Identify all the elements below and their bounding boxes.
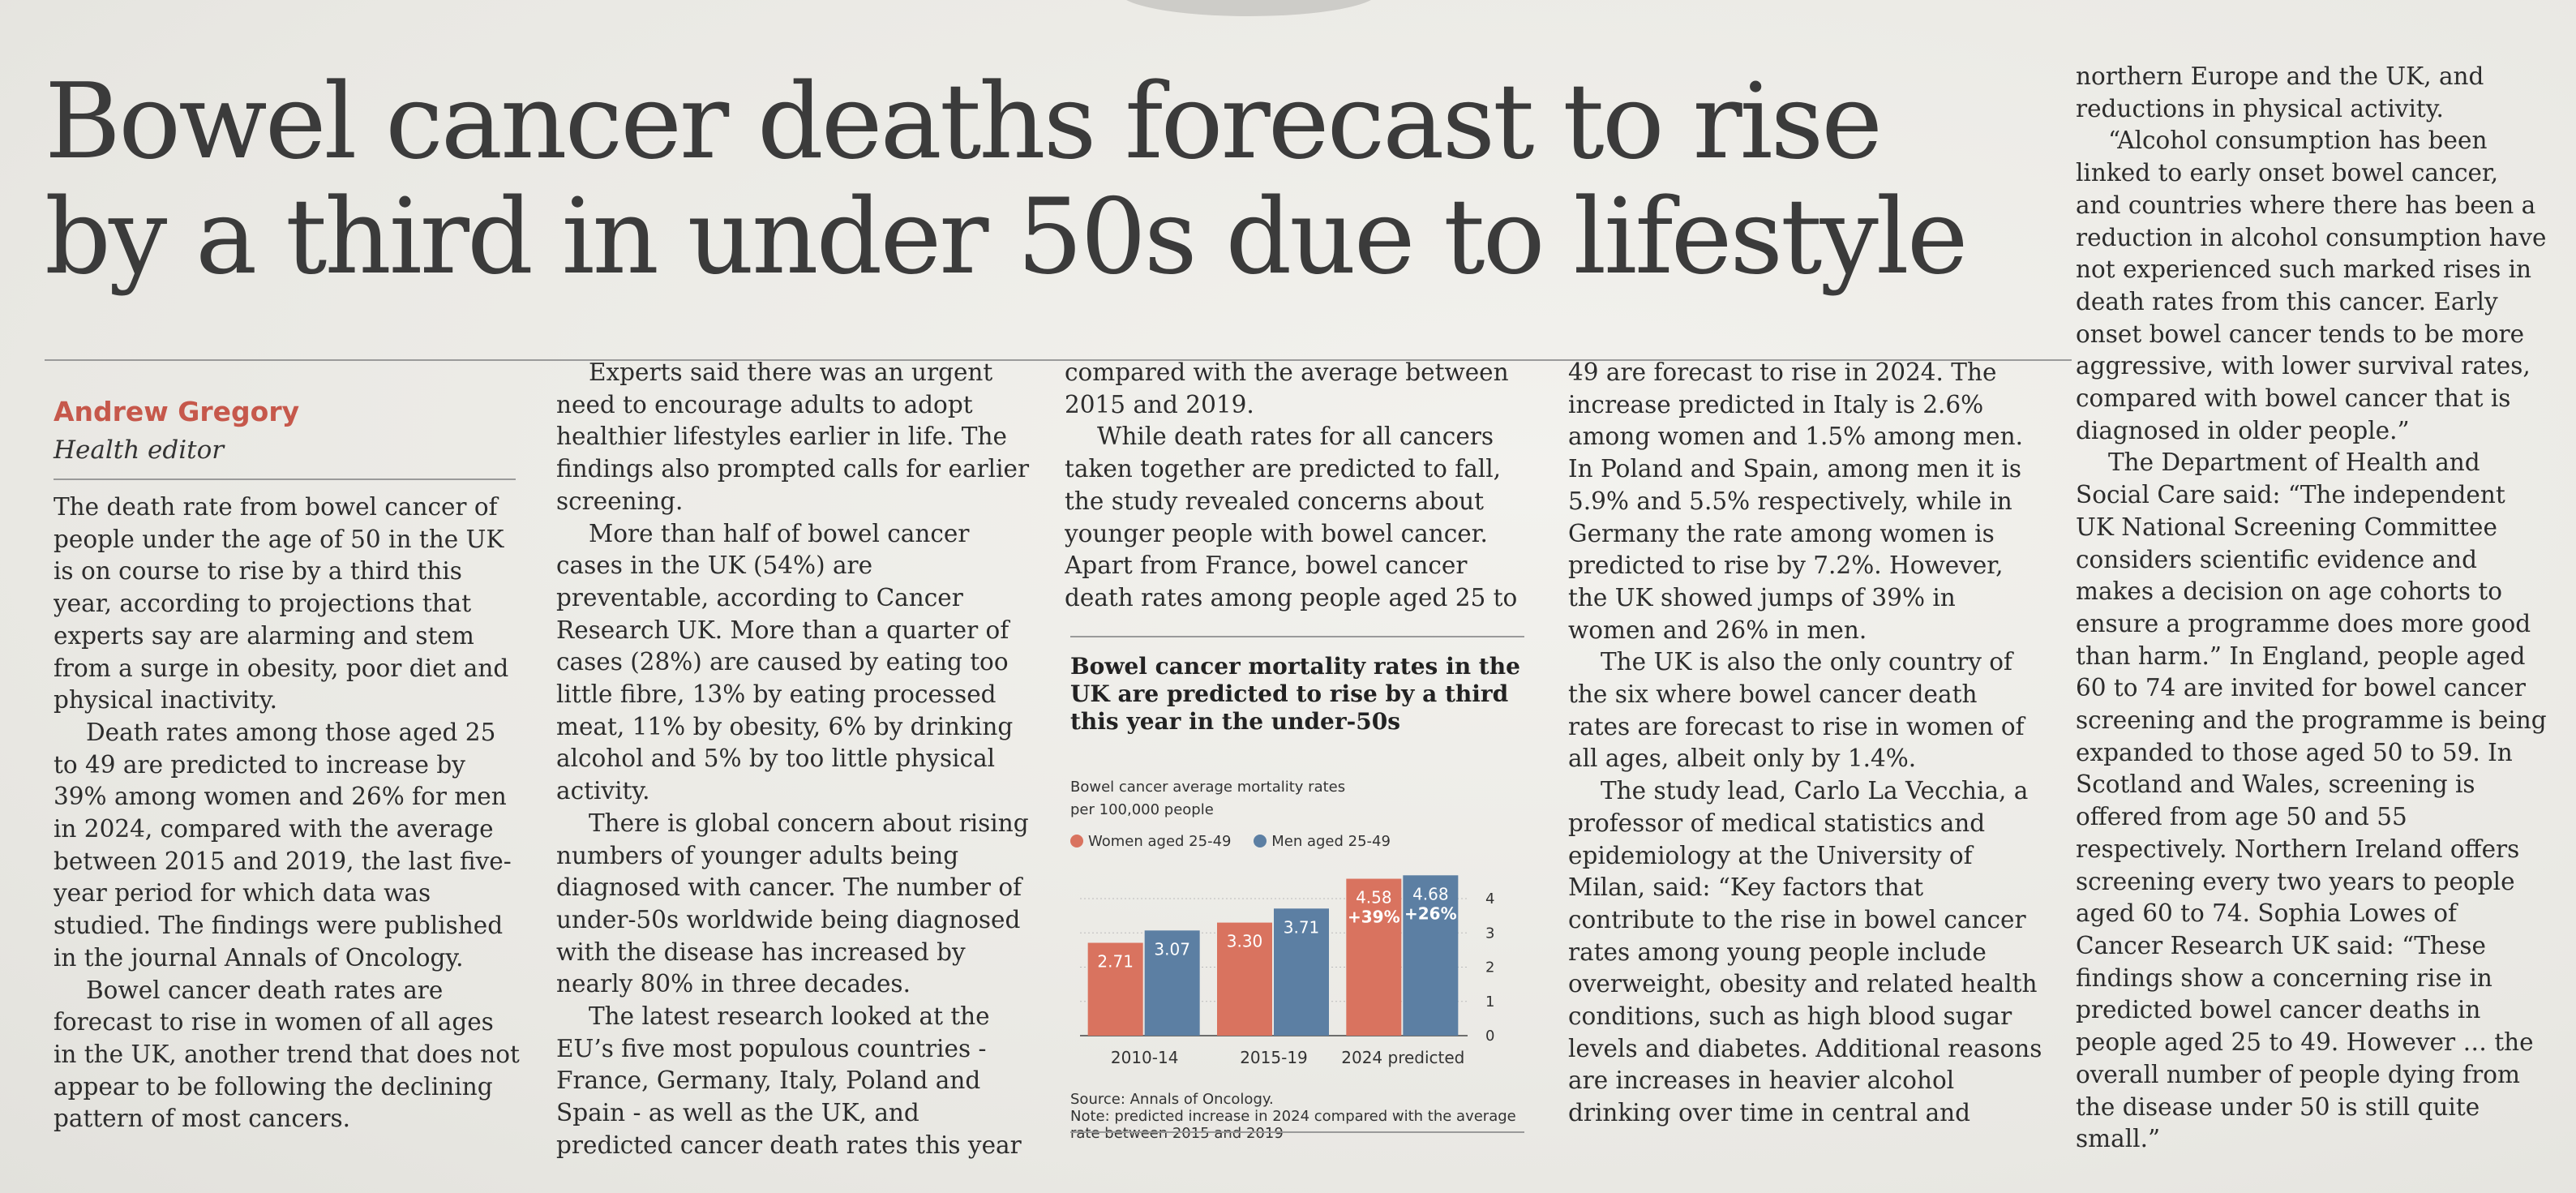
bar-value-label: 3.07	[1154, 939, 1190, 959]
chart-source-text: Source: Annals of Oncology.	[1070, 1091, 1274, 1108]
legend-label-men: Men aged 25-49	[1271, 833, 1391, 850]
bar-chart: 012342.713.072010-143.303.712015-194.58+…	[1080, 875, 1494, 1067]
headline-rule	[45, 359, 2072, 361]
y-tick-label: 1	[1485, 993, 1494, 1011]
bar-value-label: 4.58	[1356, 888, 1392, 908]
bar-value-label: 2.71	[1097, 952, 1134, 972]
bar	[1274, 908, 1329, 1036]
paragraph: There is global concern about rising num…	[556, 809, 1029, 998]
x-tick-label: 2010-14	[1111, 1048, 1179, 1067]
chart-bottom-rule	[1070, 1131, 1524, 1133]
y-tick-label: 4	[1485, 890, 1494, 908]
chart-legend: Women aged 25-49 Men aged 25-49	[1070, 833, 1524, 850]
bar-change-label: +39%	[1348, 908, 1400, 927]
bar-value-label: 3.30	[1227, 932, 1263, 951]
bar	[1346, 878, 1402, 1036]
x-tick-label: 2024 predicted	[1341, 1048, 1464, 1067]
chart-top-rule	[1070, 636, 1524, 637]
paragraph: “Alcohol consumption has been linked to …	[2076, 127, 2547, 444]
paragraph: The death rate from bowel cancer of peop…	[54, 493, 509, 715]
paragraph: The latest research looked at the EU’s f…	[556, 1002, 1022, 1159]
bar-value-label: 4.68	[1412, 884, 1449, 903]
bar	[1144, 930, 1200, 1036]
paragraph: More than half of bowel cancer cases in …	[556, 519, 1014, 805]
article-column-1: The death rate from bowel cancer of peop…	[54, 491, 520, 1165]
headline-line-1: Bowel cancer deaths forecast to rise	[45, 62, 1883, 182]
byline: Andrew Gregory Health editor	[54, 396, 299, 465]
chart-panel: Bowel cancer mortality rates in the UK a…	[1070, 653, 1524, 1142]
author-name: Andrew Gregory	[54, 396, 300, 427]
headline-line-2: by a third in under 50s due to lifestyle	[45, 177, 1968, 298]
paragraph: compared with the average between 2015 a…	[1065, 358, 1509, 418]
author-role: Health editor	[54, 436, 225, 465]
legend-swatch-men	[1254, 835, 1267, 848]
chart-subtitle-line-1: Bowel cancer average mortality rates	[1070, 779, 1346, 796]
y-tick-label: 3	[1485, 925, 1494, 942]
y-tick-label: 0	[1485, 1028, 1494, 1045]
paragraph: While death rates for all cancers taken …	[1065, 423, 1518, 612]
chart-subtitle: Bowel cancer average mortality rates per…	[1070, 776, 1524, 822]
legend-item-men: Men aged 25-49	[1254, 833, 1391, 850]
cutout-shadow	[1119, 0, 1378, 16]
chart-subtitle-line-2: per 100,000 people	[1070, 801, 1214, 818]
y-tick-label: 2	[1485, 959, 1494, 976]
paragraph: 49 are forecast to rise in 2024. The inc…	[1568, 358, 2023, 644]
paragraph: Experts said there was an urgent need to…	[556, 358, 1030, 515]
article-column-4: 49 are forecast to rise in 2024. The inc…	[1568, 357, 2042, 1168]
legend-swatch-women	[1070, 835, 1083, 848]
chart-title: Bowel cancer mortality rates in the UK a…	[1070, 653, 1520, 735]
headline: Bowel cancer deaths forecast to rise by …	[45, 65, 2055, 295]
bar	[1403, 875, 1459, 1036]
paragraph: Death rates among those aged 25 to 49 ar…	[54, 718, 512, 972]
paragraph: The Department of Health and Social Care…	[2076, 448, 2547, 1153]
paragraph: The UK is also the only country of the s…	[1568, 648, 2025, 773]
paragraph: The study lead, Carlo La Vecchia, a prof…	[1568, 777, 2042, 1127]
article-column-5: northern Europe and the UK, and reductio…	[2076, 61, 2550, 1168]
legend-label-women: Women aged 25-49	[1088, 833, 1232, 850]
bar	[1217, 922, 1272, 1036]
article-column-3: compared with the average between 2015 a…	[1065, 357, 1535, 620]
paragraph: northern Europe and the UK, and reductio…	[2076, 62, 2484, 122]
chart-source: Source: Annals of Oncology. Note: predic…	[1070, 1091, 1524, 1142]
legend-item-women: Women aged 25-49	[1070, 833, 1231, 850]
paragraph: Bowel cancer death rates are forecast to…	[54, 976, 520, 1133]
bar-change-label: +26%	[1404, 903, 1457, 923]
byline-rule	[54, 478, 516, 480]
x-tick-label: 2015-19	[1240, 1048, 1308, 1067]
article-column-2: Experts said there was an urgent need to…	[556, 357, 1031, 1168]
chart-note-text: Note: predicted increase in 2024 compare…	[1070, 1108, 1516, 1142]
bar	[1087, 942, 1143, 1036]
bar-value-label: 3.71	[1284, 917, 1320, 937]
